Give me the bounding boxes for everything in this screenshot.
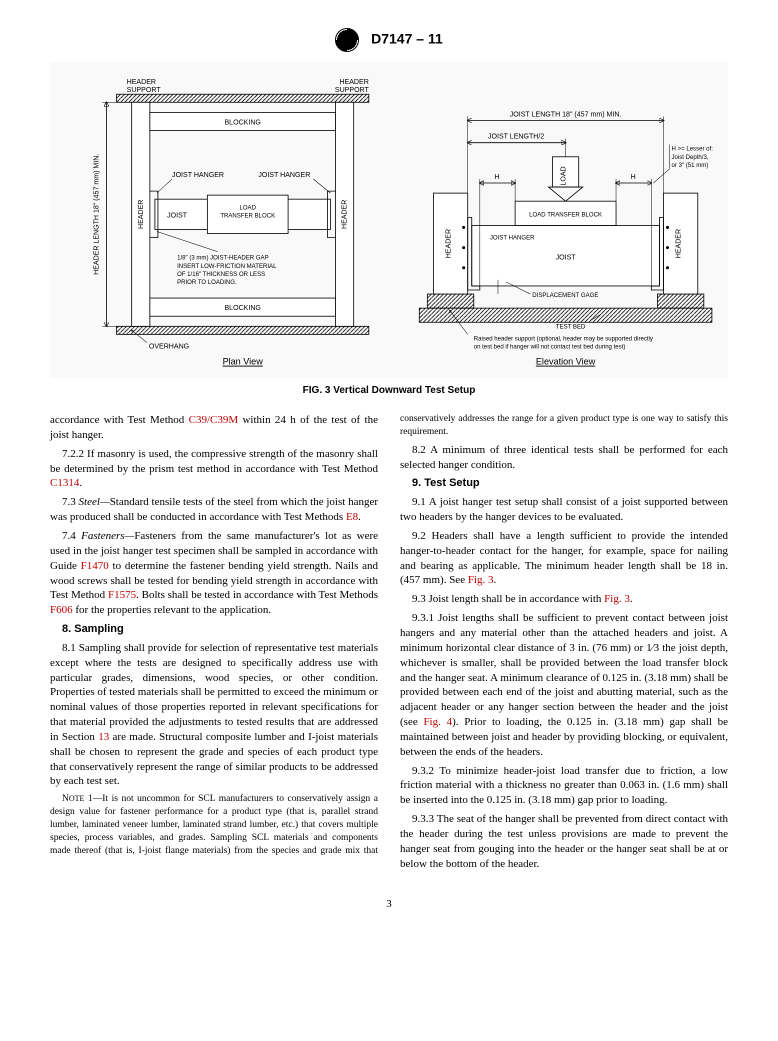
svg-text:Raised header support (optiona: Raised header support (optional, header … — [474, 336, 654, 342]
svg-text:HEADER: HEADER — [339, 79, 368, 86]
p-7-4: 7.4 Fasteners—Fasteners from the same ma… — [50, 529, 378, 618]
link-fig3-a[interactable]: Fig. 3 — [468, 574, 494, 586]
svg-text:H: H — [631, 174, 636, 181]
page-header: D7147 – 11 — [50, 28, 728, 52]
svg-text:H >= Lesser of:: H >= Lesser of: — [672, 147, 714, 153]
svg-text:HEADER: HEADER — [446, 229, 453, 258]
svg-text:JOIST: JOIST — [556, 255, 577, 262]
link-c39[interactable]: C39/C39M — [189, 414, 239, 426]
p-7-2-2: 7.2.2 If masonry is used, the compressiv… — [50, 447, 378, 492]
svg-text:JOIST LENGTH/2: JOIST LENGTH/2 — [488, 134, 544, 141]
lbl-header-r: HEADER — [342, 200, 349, 229]
body-columns: accordance with Test Method C39/C39M wit… — [50, 413, 728, 871]
link-f606[interactable]: F606 — [50, 604, 73, 616]
p-9-3: 9.3 Joist length shall be in accordance … — [400, 592, 728, 607]
elev-caption: Elevation View — [536, 357, 596, 367]
svg-text:SUPPORT: SUPPORT — [335, 87, 370, 94]
link-f1575[interactable]: F1575 — [108, 589, 136, 601]
figure-3: BLOCKING BLOCKING JOIST LOAD TRANSFER BL… — [50, 62, 728, 378]
page-number: 3 — [50, 897, 728, 912]
svg-text:1/8" (3 mm) JOIST-HEADER GAP: 1/8" (3 mm) JOIST-HEADER GAP — [177, 256, 269, 262]
svg-text:LOAD: LOAD — [239, 205, 256, 211]
svg-text:LOAD TRANSFER BLOCK: LOAD TRANSFER BLOCK — [529, 212, 602, 218]
svg-text:DISPLACEMENT GAGE: DISPLACEMENT GAGE — [532, 293, 598, 299]
fig-number: FIG. 3 — [303, 385, 331, 396]
p-7-3: 7.3 Steel—Standard tensile tests of the … — [50, 495, 378, 525]
p-intro: accordance with Test Method C39/C39M wit… — [50, 413, 378, 443]
p-9-3-1: 9.3.1 Joist lengths shall be sufficient … — [400, 611, 728, 759]
p-9-2: 9.2 Headers shall have a length sufficie… — [400, 529, 728, 588]
heading-8: 8. Sampling — [50, 622, 378, 637]
lbl-overhang: OVERHANG — [149, 344, 189, 351]
svg-text:LOAD: LOAD — [561, 166, 568, 185]
lbl-jh-right: JOIST HANGER — [258, 172, 310, 179]
svg-text:OF 1/16" THICKNESS OR LESS: OF 1/16" THICKNESS OR LESS — [177, 272, 265, 278]
lbl-header-l: HEADER — [138, 200, 145, 229]
link-fig3-b[interactable]: Fig. 3 — [604, 593, 630, 605]
lbl-blocking-bot: BLOCKING — [224, 305, 260, 312]
designation: D7147 – 11 — [371, 31, 443, 47]
p-9-1: 9.1 A joist hanger test setup shall cons… — [400, 495, 728, 525]
p-8-2: 8.2 A minimum of three identical tests s… — [400, 443, 728, 473]
heading-9: 9. Test Setup — [400, 476, 728, 491]
svg-text:HEADER: HEADER — [676, 229, 683, 258]
svg-text:TRANSFER BLOCK: TRANSFER BLOCK — [220, 213, 275, 219]
lbl-header-len: HEADER LENGTH 18" (457 mm) MIN. — [93, 154, 100, 275]
figure-3-svg: BLOCKING BLOCKING JOIST LOAD TRANSFER BL… — [56, 68, 722, 371]
lbl-blocking-top: BLOCKING — [224, 120, 260, 127]
link-e8[interactable]: E8 — [346, 511, 358, 523]
svg-text:INSERT LOW-FRICTION MATERIAL: INSERT LOW-FRICTION MATERIAL — [177, 264, 277, 270]
lbl-joist-plan: JOIST — [167, 212, 188, 219]
svg-text:JOIST HANGER: JOIST HANGER — [490, 236, 535, 242]
plan-caption: Plan View — [223, 357, 264, 367]
svg-text:or 3" (51 mm): or 3" (51 mm) — [672, 163, 709, 169]
p-9-3-3: 9.3.3 The seat of the hanger shall be pr… — [400, 812, 728, 871]
link-sec13[interactable]: 13 — [98, 731, 109, 743]
svg-text:on test bed if hanger will not: on test bed if hanger will not contact t… — [474, 345, 626, 351]
svg-text:PRIOR TO LOADING.: PRIOR TO LOADING. — [177, 280, 237, 286]
svg-text:Joist Depth/3,: Joist Depth/3, — [672, 155, 709, 161]
link-f1470[interactable]: F1470 — [81, 560, 109, 572]
svg-text:H: H — [494, 174, 499, 181]
p-9-3-2: 9.3.2 To minimize header-joist load tran… — [400, 764, 728, 809]
svg-text:HEADER: HEADER — [127, 79, 156, 86]
p-8-1: 8.1 Sampling shall provide for selection… — [50, 641, 378, 789]
fig-title: Vertical Downward Test Setup — [333, 385, 475, 396]
svg-text:TEST BED: TEST BED — [556, 324, 586, 330]
link-c1314[interactable]: C1314 — [50, 477, 79, 489]
lbl-jh-left: JOIST HANGER — [172, 172, 224, 179]
svg-text:SUPPORT: SUPPORT — [127, 87, 162, 94]
svg-text:JOIST LENGTH 18" (457 mm) MIN.: JOIST LENGTH 18" (457 mm) MIN. — [510, 111, 622, 118]
link-fig4[interactable]: Fig. 4 — [423, 716, 452, 728]
astm-logo-icon — [335, 28, 359, 52]
figure-caption: FIG. 3 Vertical Downward Test Setup — [50, 384, 728, 398]
